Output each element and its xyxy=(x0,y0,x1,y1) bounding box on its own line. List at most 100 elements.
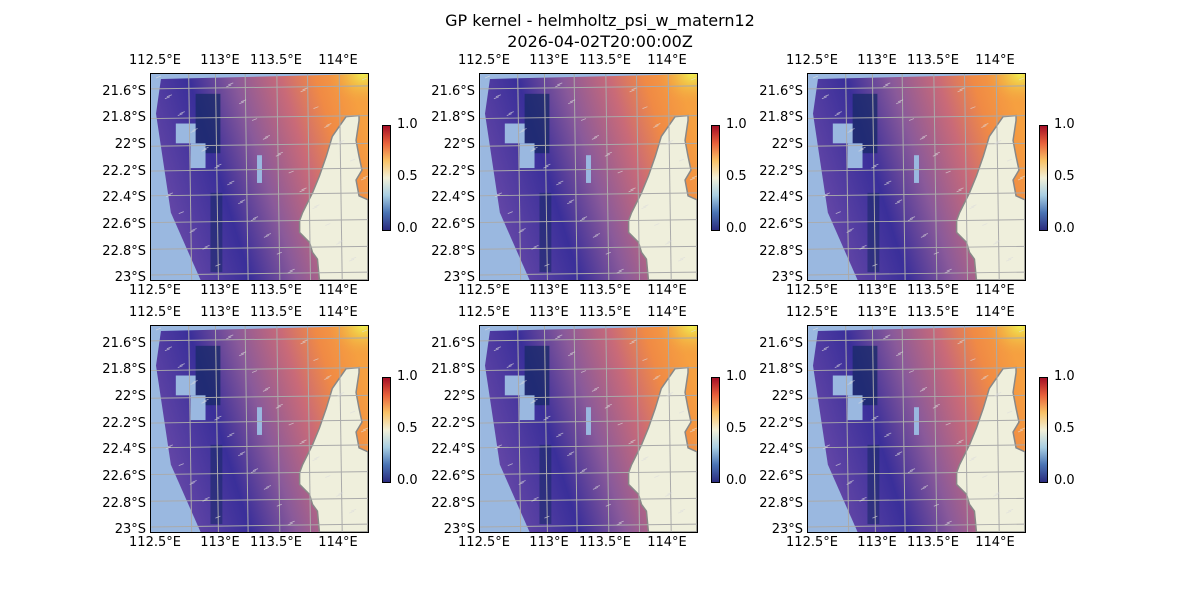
velocity-arrow xyxy=(883,336,889,340)
lat-tick-label: 23°S xyxy=(443,522,475,537)
gridline xyxy=(244,74,249,280)
colorbar xyxy=(382,125,391,231)
velocity-arrow xyxy=(606,151,612,155)
velocity-arrow xyxy=(995,492,1001,495)
gridline xyxy=(667,326,672,532)
lat-tick-label: 21.6°S xyxy=(431,84,475,99)
lon-tick-label: 114°E xyxy=(318,283,358,298)
gridline xyxy=(151,271,368,276)
lat-tick-label: 22.8°S xyxy=(759,496,803,511)
gridline xyxy=(808,337,1025,342)
gridline xyxy=(995,326,1000,532)
lat-tick-label: 22.2°S xyxy=(102,164,146,179)
colorbar-tick-label: 0.5 xyxy=(1054,169,1075,184)
velocity-arrow xyxy=(983,123,989,126)
velocity-arrow xyxy=(580,118,587,121)
gridline xyxy=(573,326,578,532)
colorbar-tick-label: 0.5 xyxy=(726,421,747,436)
velocity-arrow xyxy=(521,380,527,383)
velocity-arrow xyxy=(189,230,195,233)
map-panel-2 xyxy=(479,73,698,281)
velocity-arrow xyxy=(204,244,210,248)
velocity-arrow xyxy=(594,233,601,236)
gridline xyxy=(933,74,938,280)
velocity-arrow xyxy=(618,520,624,524)
land-mass xyxy=(955,114,1025,280)
velocity-arrow xyxy=(155,327,162,331)
velocity-arrow xyxy=(920,487,927,490)
velocity-arrow xyxy=(654,475,660,478)
velocity-arrow xyxy=(933,251,939,255)
velocity-arrow xyxy=(277,403,283,407)
colorbar-tick-label: 0.0 xyxy=(397,221,418,236)
velocity-arrow xyxy=(1005,510,1012,514)
figure-subtitle: 2026-04-02T20:00:00Z xyxy=(507,32,693,51)
velocity-arrow xyxy=(519,382,525,385)
lat-tick-label: 22.8°S xyxy=(102,496,146,511)
velocity-arrow xyxy=(203,146,209,150)
velocity-arrow xyxy=(996,139,1002,143)
lat-tick-label: 22.2°S xyxy=(759,164,803,179)
gridline xyxy=(480,271,697,276)
colorbar-tick-label: 1.0 xyxy=(397,369,418,384)
lat-tick-label: 21.8°S xyxy=(431,362,475,377)
velocity-arrow xyxy=(556,434,562,438)
lon-tick-label: 113.5°E xyxy=(250,305,302,320)
velocity-arrow xyxy=(593,387,600,390)
map-panel-3 xyxy=(807,73,1026,281)
velocity-arrow xyxy=(1019,427,1025,431)
velocity-arrow xyxy=(907,470,914,473)
gridline xyxy=(338,74,343,280)
lon-tick-label: 113.5°E xyxy=(250,53,302,68)
velocity-arrow xyxy=(299,441,305,445)
lon-tick-label: 112.5°E xyxy=(786,283,838,298)
lat-tick-label: 23°S xyxy=(114,270,146,285)
velocity-arrow xyxy=(618,268,624,272)
velocity-arrow xyxy=(216,415,222,419)
velocity-arrow xyxy=(531,246,537,250)
lat-tick-label: 23°S xyxy=(443,270,475,285)
velocity-arrow xyxy=(667,492,673,495)
velocity-arrow xyxy=(336,493,342,497)
velocity-arrow xyxy=(994,393,1000,397)
velocity-arrow xyxy=(908,370,915,373)
gridline xyxy=(517,326,522,532)
velocity-arrow xyxy=(666,393,672,397)
velocity-arrow xyxy=(836,111,842,114)
velocity-arrow xyxy=(241,351,247,355)
velocity-arrow xyxy=(494,194,501,198)
velocity-arrow xyxy=(946,520,952,524)
velocity-arrow xyxy=(518,230,524,233)
gridline xyxy=(517,74,522,280)
gridline xyxy=(480,367,697,372)
velocity-arrow xyxy=(643,204,649,208)
velocity-arrow xyxy=(812,75,819,79)
velocity-arrow xyxy=(641,206,647,210)
velocity-arrow xyxy=(922,233,929,236)
colorbar-tick-label: 1.0 xyxy=(1054,369,1075,384)
lon-tick-label: 112.5°E xyxy=(129,283,181,298)
velocity-arrow xyxy=(628,441,634,445)
map-plot xyxy=(150,325,369,533)
lon-tick-label: 114°E xyxy=(318,53,358,68)
velocity-arrow xyxy=(616,270,622,274)
velocity-arrow xyxy=(288,422,294,426)
velocity-arrow xyxy=(495,346,501,350)
lon-tick-label: 113°E xyxy=(200,53,240,68)
lat-tick-label: 22.6°S xyxy=(102,469,146,484)
velocity-arrow xyxy=(313,106,319,110)
lat-tick-label: 23°S xyxy=(114,522,146,537)
velocity-arrow xyxy=(229,432,235,436)
velocity-arrow xyxy=(568,353,574,357)
velocity-arrow xyxy=(812,327,819,331)
colorbar xyxy=(1039,377,1048,483)
velocity-arrow xyxy=(846,482,852,485)
velocity-arrow xyxy=(265,233,272,236)
velocity-arrow xyxy=(824,444,830,448)
gridline xyxy=(151,192,368,197)
velocity-arrow xyxy=(934,151,940,155)
gridline xyxy=(188,326,193,532)
velocity-arrow xyxy=(908,118,915,121)
velocity-arrow xyxy=(167,192,173,196)
velocity-arrow xyxy=(957,341,963,345)
